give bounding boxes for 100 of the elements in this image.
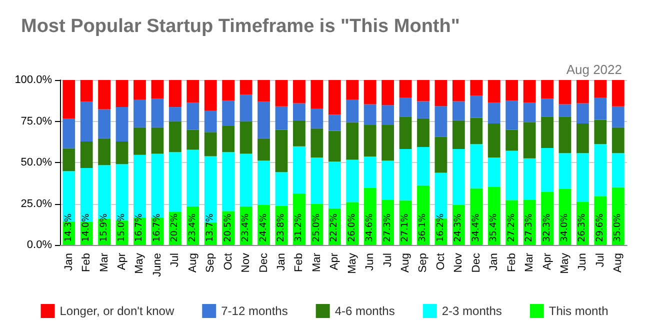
bar: [80, 102, 93, 142]
data-label: 16.2%: [436, 212, 446, 242]
bar: [576, 153, 589, 202]
x-tick-label: Aug: [400, 253, 412, 273]
bar: [204, 110, 217, 132]
bar: [328, 114, 341, 131]
data-label: 25.0%: [312, 212, 322, 242]
bar: [541, 80, 554, 99]
x-tick-label: Nov: [240, 252, 252, 273]
bar: [399, 97, 412, 117]
data-label: 23.8%: [276, 212, 286, 242]
y-tick-label: 25.0%: [20, 198, 52, 210]
y-tick-label: 50.0%: [20, 156, 52, 168]
data-label: 22.2%: [330, 212, 340, 242]
y-tick-label: 75.0%: [20, 115, 52, 128]
bar: [328, 130, 341, 162]
bar: [452, 120, 465, 149]
bar: [80, 142, 93, 168]
bar: [62, 80, 76, 119]
bar: [594, 80, 607, 98]
bar: [328, 80, 341, 115]
x-tick-label: Jul: [382, 253, 394, 268]
bar: [222, 152, 235, 212]
bar: [417, 146, 430, 186]
data-label: 35.0%: [613, 212, 624, 242]
bar: [222, 80, 235, 101]
x-tick-label: Jun: [364, 253, 376, 271]
bar: [470, 80, 483, 96]
bar: [186, 102, 200, 130]
bar: [168, 121, 182, 152]
data-label: 14.0%: [82, 212, 92, 242]
bar: [506, 80, 518, 101]
bar: [346, 122, 359, 160]
bar: [594, 144, 607, 196]
bar: [434, 136, 448, 173]
bar: [434, 80, 448, 106]
bar: [258, 80, 270, 102]
bar: [452, 148, 465, 205]
bar: [116, 107, 128, 142]
bar: [364, 156, 376, 188]
bar: [328, 162, 341, 208]
bar: [523, 122, 536, 158]
bar: [116, 142, 128, 164]
bar: [293, 80, 306, 104]
x-tick-label: Jan: [62, 253, 75, 271]
y-tick-label: 100.0%: [14, 74, 52, 86]
x-tick-label: Nov: [452, 252, 465, 273]
x-tick-label: Feb: [506, 253, 518, 272]
bar: [204, 132, 217, 156]
x-tick-label: Dec: [258, 252, 270, 273]
bar: [275, 106, 288, 130]
bar: [240, 94, 252, 122]
bar: [151, 80, 164, 99]
x-tick-label: Jun: [576, 253, 589, 271]
bar: [488, 124, 500, 158]
chart-title: Most Popular Startup Timeframe is "This Month": [21, 16, 460, 37]
x-tick-label: Mar: [310, 252, 323, 272]
y-tick-label: 0.0%: [26, 239, 52, 251]
x-tick-label: Mar: [524, 252, 536, 272]
data-label: 27.3%: [524, 212, 535, 242]
bar: [558, 153, 572, 189]
bar: [594, 97, 607, 120]
bar: [168, 152, 182, 212]
bar: [62, 118, 76, 148]
bar: [346, 160, 359, 202]
bar: [399, 80, 412, 98]
bar: [382, 80, 394, 106]
bar: [541, 98, 554, 117]
bar: [186, 150, 200, 206]
x-tick-label: Jan: [275, 253, 288, 271]
data-label: 23.4%: [241, 212, 252, 242]
x-tick-label: Apr: [116, 252, 128, 270]
bar: [116, 80, 128, 108]
bar: [80, 80, 93, 102]
bar: [470, 118, 483, 144]
bar: [558, 104, 572, 117]
x-tick-label: Aug: [186, 253, 199, 273]
bar: [222, 126, 235, 152]
data-label: 15.9%: [99, 212, 110, 242]
bar: [222, 100, 235, 126]
data-label: 16.7%: [152, 212, 162, 242]
bar: [470, 144, 483, 188]
bar: [364, 104, 376, 126]
bar: [168, 80, 182, 108]
legend-label: This month: [548, 304, 608, 318]
bar: [399, 148, 412, 200]
x-tick-label: Oct: [434, 253, 447, 270]
bar: [98, 109, 110, 138]
data-label: 31.2%: [294, 212, 304, 242]
bar: [576, 80, 589, 104]
bar: [417, 80, 430, 102]
data-label: 27.1%: [400, 212, 411, 242]
bar: [541, 148, 554, 192]
bar: [346, 99, 359, 122]
bar: [399, 116, 412, 149]
bar: [293, 146, 306, 194]
bar: [151, 127, 164, 154]
data-label: 20.5%: [223, 212, 234, 242]
bar: [417, 101, 430, 118]
data-label: 34.0%: [560, 212, 570, 242]
